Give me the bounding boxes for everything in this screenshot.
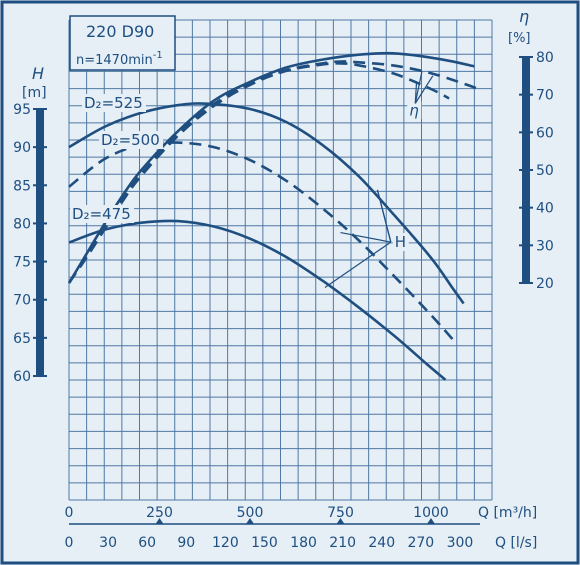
right-axis-unit: [%] bbox=[508, 31, 531, 46]
left-axis-tick-label: 80 bbox=[13, 216, 31, 232]
left-axis-tick-label: 70 bbox=[13, 293, 31, 309]
grid bbox=[68, 19, 493, 501]
x-axis-secondary-tick-label: 120 bbox=[212, 535, 239, 551]
chart-title: 220 D90 bbox=[86, 22, 154, 41]
x-axis-primary-tick-label: 750 bbox=[327, 505, 354, 521]
annotation-eta-bg bbox=[407, 101, 422, 120]
x-axis-primary-tick-marker bbox=[336, 518, 345, 524]
left-axis-bar bbox=[36, 109, 44, 376]
x-axis-primary-tick-marker bbox=[246, 518, 254, 524]
right-axis-tick-label: 30 bbox=[536, 238, 554, 254]
title-box bbox=[69, 15, 176, 71]
right-axis-tick-label: 20 bbox=[536, 276, 554, 292]
efficiency-curve-3 bbox=[67, 62, 450, 284]
head-curve-1 bbox=[68, 102, 465, 305]
series-label-bg bbox=[82, 94, 146, 112]
x-axis-secondary-tick-label: 0 bbox=[65, 535, 74, 551]
left-axis-tick-label: 60 bbox=[13, 369, 31, 385]
x-axis-primary-tick-marker bbox=[155, 518, 164, 524]
axes: 60 65 70 75 80 85 90 95 20 30 40 50 60 70 80 0 250 500 750… bbox=[13, 50, 554, 551]
right-axis-tick-label: 70 bbox=[536, 88, 554, 104]
x-axis-primary-tick-label: 500 bbox=[237, 505, 264, 521]
x-axis-primary-tick-marker bbox=[427, 518, 435, 524]
series-label-1: D₂=525 bbox=[84, 94, 143, 112]
annotation-h-leader bbox=[324, 241, 392, 289]
x-axis-primary-label: Q [m³/h] bbox=[478, 505, 537, 521]
annotation-eta-leader bbox=[414, 71, 423, 104]
series-label-2: D₂=500 bbox=[101, 131, 160, 149]
annotation-h-leader bbox=[340, 231, 391, 243]
speed-label-exp: -1 bbox=[153, 50, 163, 61]
left-axis-tick-label: 65 bbox=[13, 331, 31, 347]
series-label-bg bbox=[99, 131, 163, 149]
x-axis-secondary-tick-label: 30 bbox=[99, 535, 117, 551]
x-axis-secondary-tick-label: 300 bbox=[447, 535, 474, 551]
series-label-3: D₂=475 bbox=[72, 205, 131, 223]
annotation-h: H bbox=[395, 233, 406, 251]
annotation-h-bg bbox=[392, 233, 409, 252]
x-axis-secondary-tick-label: 150 bbox=[251, 535, 278, 551]
curves: D₂=525 D₂=500 D₂=475 Hη bbox=[67, 51, 479, 381]
right-axis-tick-label: 50 bbox=[536, 163, 554, 179]
speed-label-text: n=1470min bbox=[76, 53, 153, 68]
annotation-h-leader bbox=[376, 189, 392, 243]
x-axis-secondary-tick-label: 90 bbox=[177, 535, 195, 551]
left-axis-tick-label: 75 bbox=[13, 255, 31, 271]
annotation-eta-leader bbox=[414, 82, 418, 104]
series-label-bg bbox=[70, 205, 134, 223]
x-axis-primary-tick-label: 1000 bbox=[413, 505, 449, 521]
right-axis-symbol: η bbox=[519, 7, 529, 26]
right-axis-tick-label: 40 bbox=[536, 201, 554, 217]
x-axis-primary-tick-label: 0 bbox=[65, 505, 74, 521]
x-axis-secondary-tick-label: 180 bbox=[290, 535, 317, 551]
x-axis-secondary-tick-label: 210 bbox=[329, 535, 356, 551]
left-axis-symbol: H bbox=[32, 64, 44, 83]
head-curve-3 bbox=[68, 219, 447, 381]
left-axis-unit: [m] bbox=[22, 85, 47, 101]
left-axis-tick-label: 95 bbox=[13, 102, 31, 118]
annotation-eta-leader bbox=[414, 75, 434, 104]
x-axis-primary-tick-label: 250 bbox=[146, 505, 173, 521]
x-axis-secondary-tick-label: 60 bbox=[138, 535, 156, 551]
x-axis-secondary-tick-label: 240 bbox=[368, 535, 395, 551]
speed-label: n=1470min-1 bbox=[76, 50, 163, 68]
right-axis-tick-label: 60 bbox=[536, 125, 554, 141]
left-axis-tick-label: 90 bbox=[13, 140, 31, 156]
right-axis-tick-label: 80 bbox=[536, 50, 554, 66]
x-axis-secondary-tick-label: 270 bbox=[407, 535, 434, 551]
left-axis-tick-label: 85 bbox=[13, 178, 31, 194]
annotation-eta: η bbox=[409, 101, 419, 119]
x-axis-secondary-label: Q [l/s] bbox=[495, 535, 537, 551]
